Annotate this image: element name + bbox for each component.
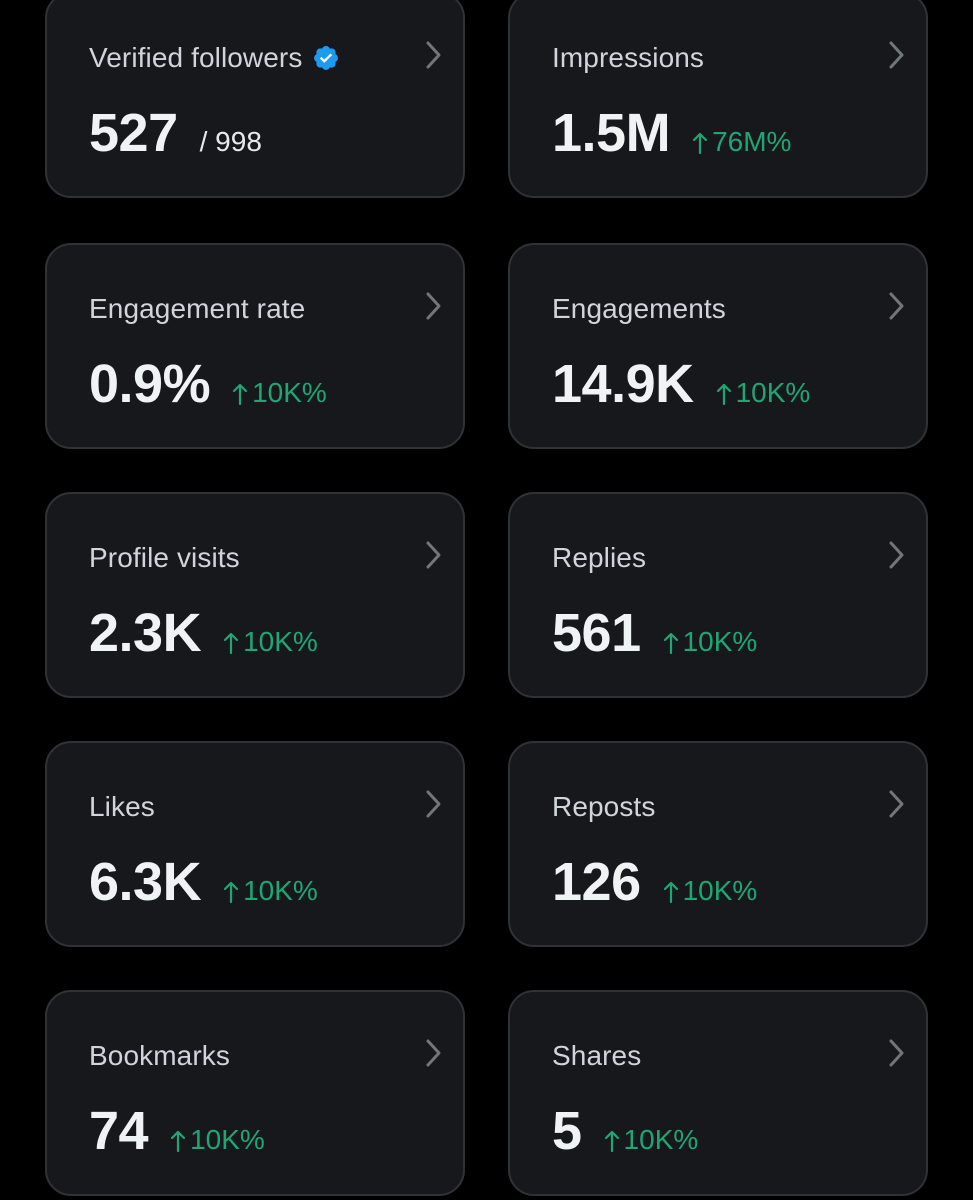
chevron-right-icon	[889, 790, 904, 818]
metric-card-verified-followers[interactable]: Verified followers 527 / 998	[45, 0, 465, 198]
metric-value: 561	[552, 603, 641, 663]
metric-value: 2.3K	[89, 603, 202, 663]
metric-change-value: 10K%	[252, 377, 327, 408]
chevron-right-icon	[426, 541, 441, 569]
metric-value: 74	[89, 1101, 149, 1161]
metric-label: Likes	[89, 791, 155, 822]
arrow-up-icon	[223, 632, 239, 655]
chevron-right-icon	[426, 790, 441, 818]
metric-change-value: 10K%	[682, 626, 758, 657]
metric-card-engagement-rate[interactable]: Engagement rate 0.9% 10K%	[45, 243, 465, 449]
metric-change-value: 10K%	[623, 1124, 699, 1155]
metric-card-engagements[interactable]: Engagements 14.9K 10K%	[508, 243, 928, 449]
metric-value-row: 5 10K%	[552, 1100, 698, 1162]
metric-value: 527	[89, 103, 178, 163]
metric-change: 76M%	[692, 126, 791, 158]
metric-change: 10K%	[223, 626, 318, 658]
metric-label: Reposts	[552, 791, 656, 822]
metric-value-row: 6.3K 10K%	[89, 851, 318, 913]
metric-label: Bookmarks	[89, 1040, 230, 1071]
metric-value-row: 527 / 998	[89, 102, 262, 164]
metric-change: 10K%	[170, 1124, 265, 1156]
metric-value-row: 1.5M 76M%	[552, 102, 791, 164]
metric-value: 14.9K	[552, 354, 694, 414]
metric-value-row: 2.3K 10K%	[89, 602, 318, 664]
metric-card-shares[interactable]: Shares 5 10K%	[508, 990, 928, 1196]
metric-card-reposts[interactable]: Reposts 126 10K%	[508, 741, 928, 947]
metric-card-profile-visits[interactable]: Profile visits 2.3K 10K%	[45, 492, 465, 698]
metric-card-likes[interactable]: Likes 6.3K 10K%	[45, 741, 465, 947]
metric-change: 10K%	[663, 875, 758, 907]
chevron-right-icon	[426, 41, 441, 69]
metric-change-value: 10K%	[682, 875, 758, 906]
metric-value: 0.9%	[89, 354, 211, 414]
metric-value-row: 14.9K 10K%	[552, 353, 810, 415]
metric-change-value: 10K%	[735, 377, 811, 408]
metric-label: Engagement rate	[89, 293, 306, 324]
metric-value: 5	[552, 1101, 582, 1161]
chevron-right-icon	[889, 292, 904, 320]
metric-label: Shares	[552, 1040, 642, 1071]
arrow-up-icon	[223, 881, 239, 904]
metric-value-row: 126 10K%	[552, 851, 757, 913]
metric-label: Verified followers	[89, 42, 303, 73]
metric-value: 6.3K	[89, 852, 202, 912]
chevron-right-icon	[889, 541, 904, 569]
metric-value: 126	[552, 852, 641, 912]
metric-value: 1.5M	[552, 103, 671, 163]
metric-label-wrapper: Verified followers	[89, 42, 340, 74]
metric-value-row: 0.9% 10K%	[89, 353, 327, 415]
arrow-up-icon	[692, 132, 708, 155]
metric-label: Profile visits	[89, 542, 240, 573]
metric-card-bookmarks[interactable]: Bookmarks 74 10K%	[45, 990, 465, 1196]
metric-change: 10K%	[604, 1124, 699, 1156]
arrow-up-icon	[604, 1130, 619, 1153]
chevron-right-icon	[426, 1039, 441, 1067]
metric-change: 10K%	[232, 377, 327, 409]
metric-change: 10K%	[663, 626, 758, 658]
metric-label: Impressions	[552, 42, 705, 73]
metric-change-value: 10K%	[243, 875, 318, 906]
metric-label: Replies	[552, 542, 647, 573]
metric-card-impressions[interactable]: Impressions 1.5M 76M%	[508, 0, 928, 198]
chevron-right-icon	[889, 41, 904, 69]
metric-value-row: 561 10K%	[552, 602, 757, 664]
metric-change: 10K%	[223, 875, 318, 907]
metric-card-replies[interactable]: Replies 561 10K%	[508, 492, 928, 698]
metric-change-value: 10K%	[243, 626, 318, 657]
chevron-right-icon	[426, 292, 441, 320]
verified-badge-icon	[314, 46, 339, 70]
metric-label: Engagements	[552, 293, 726, 324]
metric-change-value: 10K%	[190, 1124, 265, 1155]
chevron-right-icon	[889, 1039, 904, 1067]
metric-change: 10K%	[716, 377, 811, 409]
arrow-up-icon	[170, 1130, 186, 1153]
arrow-up-icon	[716, 383, 731, 406]
arrow-up-icon	[663, 632, 678, 655]
metric-change-value: 76M%	[712, 126, 792, 157]
metric-total: / 998	[199, 126, 262, 157]
arrow-up-icon	[232, 383, 248, 406]
metric-value-row: 74 10K%	[89, 1100, 265, 1162]
arrow-up-icon	[663, 881, 678, 904]
